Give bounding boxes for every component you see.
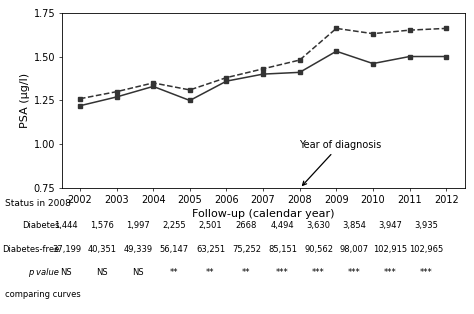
Text: p value: p value	[28, 268, 59, 277]
Text: Year of diagnosis: Year of diagnosis	[299, 140, 381, 185]
Text: Status in 2008: Status in 2008	[5, 199, 71, 208]
Text: **: **	[242, 268, 251, 277]
Text: 3,630: 3,630	[307, 221, 330, 230]
Text: 98,007: 98,007	[340, 245, 369, 254]
Text: 49,339: 49,339	[124, 245, 153, 254]
Text: 102,965: 102,965	[410, 245, 444, 254]
Text: 1,997: 1,997	[127, 221, 150, 230]
Text: 63,251: 63,251	[196, 245, 225, 254]
Text: Diabetes-free: Diabetes-free	[2, 245, 59, 254]
Text: 102,915: 102,915	[374, 245, 408, 254]
Text: 2,501: 2,501	[199, 221, 222, 230]
Text: ***: ***	[420, 268, 433, 277]
X-axis label: Follow-up (calendar year): Follow-up (calendar year)	[192, 209, 334, 219]
Text: NS: NS	[61, 268, 72, 277]
Text: 3,854: 3,854	[343, 221, 366, 230]
Text: NS: NS	[97, 268, 108, 277]
Text: NS: NS	[133, 268, 144, 277]
Text: 2,255: 2,255	[163, 221, 186, 230]
Text: 3,947: 3,947	[379, 221, 402, 230]
Text: ***: ***	[312, 268, 325, 277]
Text: 37,199: 37,199	[52, 245, 81, 254]
Text: 1,576: 1,576	[91, 221, 114, 230]
Text: 40,351: 40,351	[88, 245, 117, 254]
Text: Diabetes: Diabetes	[22, 221, 59, 230]
Text: 85,151: 85,151	[268, 245, 297, 254]
Text: comparing curves: comparing curves	[5, 290, 81, 300]
Text: **: **	[206, 268, 215, 277]
Text: **: **	[170, 268, 179, 277]
Text: ***: ***	[384, 268, 397, 277]
Text: ***: ***	[348, 268, 361, 277]
Text: 90,562: 90,562	[304, 245, 333, 254]
Y-axis label: PSA (µg/l): PSA (µg/l)	[19, 73, 29, 128]
Text: 75,252: 75,252	[232, 245, 261, 254]
Text: 4,494: 4,494	[271, 221, 294, 230]
Text: 56,147: 56,147	[160, 245, 189, 254]
Text: 1,444: 1,444	[55, 221, 78, 230]
Text: 3,935: 3,935	[415, 221, 438, 230]
Text: 2668: 2668	[236, 221, 257, 230]
Text: ***: ***	[276, 268, 289, 277]
